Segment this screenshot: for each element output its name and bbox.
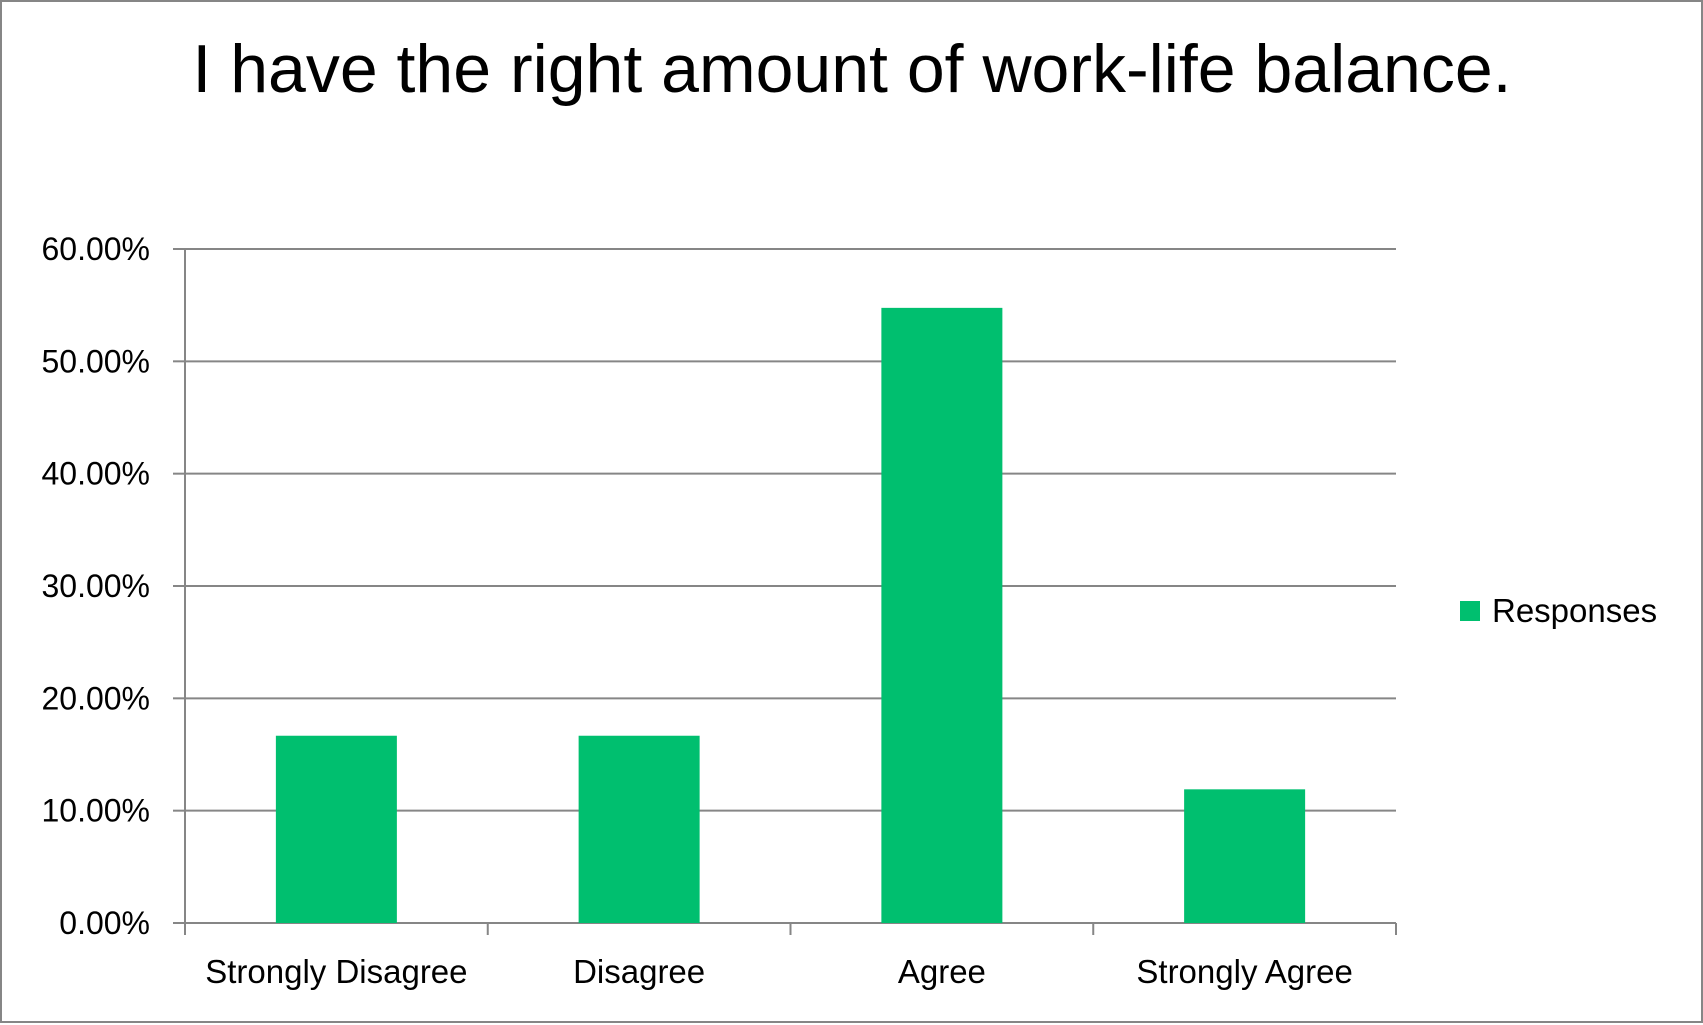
legend: Responses — [1460, 592, 1657, 630]
y-tick-label: 30.00% — [41, 568, 150, 604]
y-tick-label: 0.00% — [59, 905, 150, 941]
chart-title: I have the right amount of work-life bal… — [192, 31, 1512, 107]
y-tick-label: 60.00% — [41, 231, 150, 267]
legend-swatch — [1460, 601, 1480, 621]
bar — [1184, 789, 1306, 923]
bar — [881, 307, 1003, 923]
bar — [578, 735, 700, 923]
y-tick-label: 40.00% — [41, 456, 150, 492]
y-tick-label: 10.00% — [41, 793, 150, 829]
x-category-label: Strongly Agree — [1136, 953, 1352, 990]
bar — [275, 735, 397, 923]
y-tick-label: 50.00% — [41, 343, 150, 379]
x-category-label: Disagree — [573, 953, 705, 990]
y-tick-label: 20.00% — [41, 680, 150, 716]
x-category-label: Agree — [898, 953, 986, 990]
x-category-label: Strongly Disagree — [205, 953, 467, 990]
legend-label: Responses — [1492, 592, 1658, 629]
